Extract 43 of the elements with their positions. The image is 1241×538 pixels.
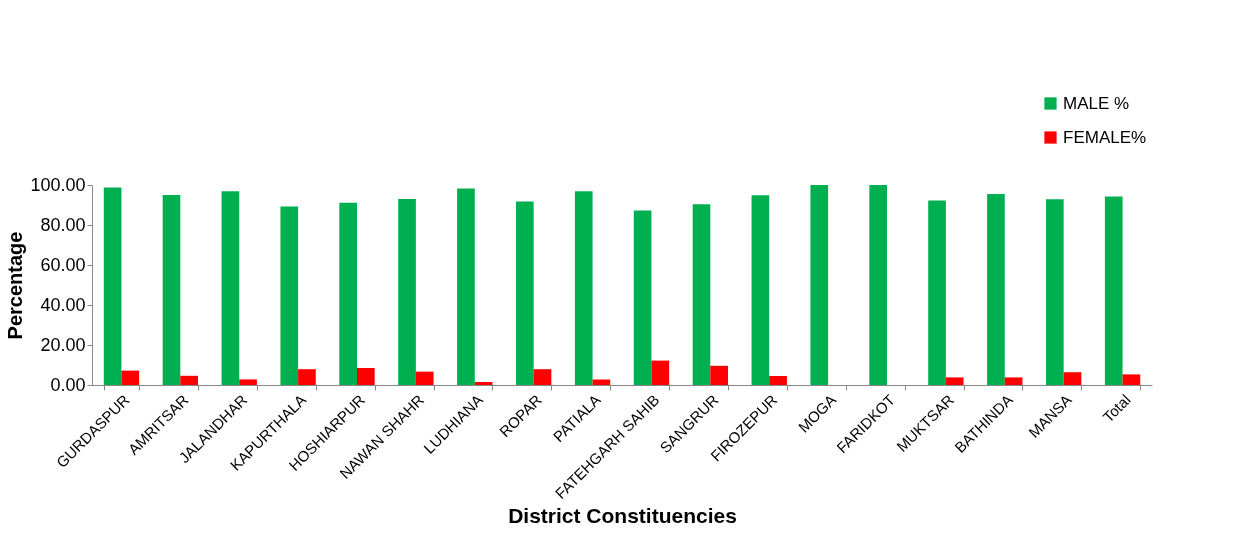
bar [751, 195, 770, 385]
bar [651, 360, 670, 385]
bar [869, 185, 887, 385]
bar [710, 365, 728, 385]
bar [928, 200, 946, 385]
bar [810, 185, 829, 385]
bar [1122, 374, 1141, 385]
bar [1046, 199, 1064, 385]
y-tick-label: 80.00 [40, 214, 86, 235]
bar [574, 191, 593, 385]
bar [357, 368, 375, 385]
bar [398, 199, 416, 385]
bar [474, 382, 493, 385]
bar [1104, 196, 1123, 385]
bar [239, 379, 257, 385]
bar [339, 202, 357, 385]
bar [1063, 372, 1082, 385]
bar [769, 376, 787, 385]
bar [1004, 377, 1023, 385]
bar [180, 375, 198, 385]
legend-label: FEMALE% [1063, 127, 1147, 147]
bar [633, 210, 652, 385]
bar [457, 188, 475, 385]
bar [415, 371, 434, 385]
bar [298, 369, 316, 385]
bar [103, 187, 122, 385]
y-axis-title: Percentage [4, 231, 27, 340]
y-tick-label: 20.00 [40, 334, 86, 355]
bar [987, 194, 1005, 385]
bar [945, 377, 964, 385]
y-tick-label: 0.00 [50, 374, 86, 395]
bar [692, 204, 711, 385]
bar [533, 369, 552, 385]
y-tick-label: 60.00 [40, 254, 86, 275]
bar [162, 195, 181, 385]
bar [221, 191, 240, 385]
y-tick-label: 100.00 [30, 174, 86, 195]
y-tick-label: 40.00 [40, 294, 86, 315]
x-axis-title: District Constituencies [508, 503, 737, 527]
bar [516, 201, 534, 385]
bar [121, 370, 140, 385]
legend-label: MALE % [1063, 93, 1130, 113]
bar [280, 206, 299, 385]
